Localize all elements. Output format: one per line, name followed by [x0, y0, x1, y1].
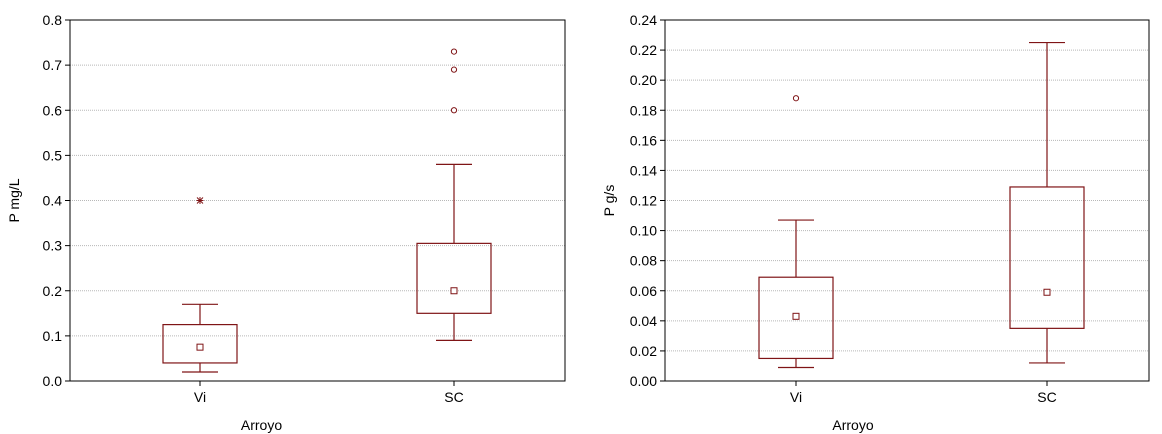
x-axis-label: Arroyo — [832, 417, 873, 433]
median-marker — [450, 287, 458, 295]
plot-frame — [69, 19, 566, 382]
iqr-box — [416, 242, 492, 314]
box-vi — [162, 197, 238, 373]
y-tick-label: 0.4 — [43, 193, 63, 209]
chart-p-concentration: 0.0 0.1 0.2 0.3 0.4 0.5 0.6 0.7 0.8 Vi SC Arroyo P… — [6, 12, 566, 433]
y-tick-label: 0.1 — [43, 328, 63, 344]
x-axis-label: Arroyo — [241, 417, 282, 433]
y-tick-label: 0.0 — [43, 373, 63, 389]
y-tick-label: 0.8 — [43, 12, 63, 28]
box-sc — [1009, 41, 1085, 364]
median-marker — [1043, 288, 1051, 296]
median-marker — [792, 312, 800, 320]
y-tick-label: 0.00 — [630, 373, 657, 389]
y-tick-label: 0.04 — [630, 313, 657, 329]
outlier-point — [450, 66, 458, 73]
iqr-box — [758, 276, 834, 360]
plot-frame — [664, 19, 1150, 382]
y-tick-label: 0.24 — [630, 12, 657, 28]
outlier-point — [792, 95, 800, 102]
y-tick-label: 0.2 — [43, 283, 63, 299]
median-marker — [196, 343, 204, 351]
y-tick-label: 0.6 — [43, 102, 63, 118]
iqr-box — [162, 323, 238, 364]
outlier-point — [450, 48, 458, 55]
box-vi — [758, 95, 834, 369]
y-tick-label: 0.22 — [630, 42, 657, 58]
y-tick-label: 0.3 — [43, 238, 63, 254]
y-axis-label: P mg/L — [6, 178, 22, 222]
y-tick-label: 0.5 — [43, 147, 63, 163]
extreme-point — [196, 197, 204, 204]
chart-p-load: 0.00 0.02 0.04 0.06 0.08 0.10 0.12 0.14 0.16 0.18… — [601, 12, 1150, 433]
y-tick-label: 0.14 — [630, 162, 657, 178]
x-tick-label: SC — [1037, 389, 1056, 405]
x-tick-label: Vi — [194, 389, 206, 405]
outlier-point — [450, 107, 458, 114]
y-tick-label: 0.08 — [630, 253, 657, 269]
y-axis-label: P g/s — [601, 185, 617, 217]
y-tick-label: 0.20 — [630, 72, 657, 88]
y-tick-label: 0.16 — [630, 132, 657, 148]
y-tick-label: 0.7 — [43, 57, 63, 73]
y-tick-label: 0.18 — [630, 102, 657, 118]
x-tick-label: Vi — [790, 389, 802, 405]
y-tick-label: 0.06 — [630, 283, 657, 299]
box-sc — [416, 48, 492, 341]
y-tick-label: 0.10 — [630, 223, 657, 239]
x-tick-label: SC — [444, 389, 463, 405]
iqr-box — [1009, 186, 1085, 329]
y-tick-label: 0.02 — [630, 343, 657, 359]
y-tick-label: 0.12 — [630, 193, 657, 209]
